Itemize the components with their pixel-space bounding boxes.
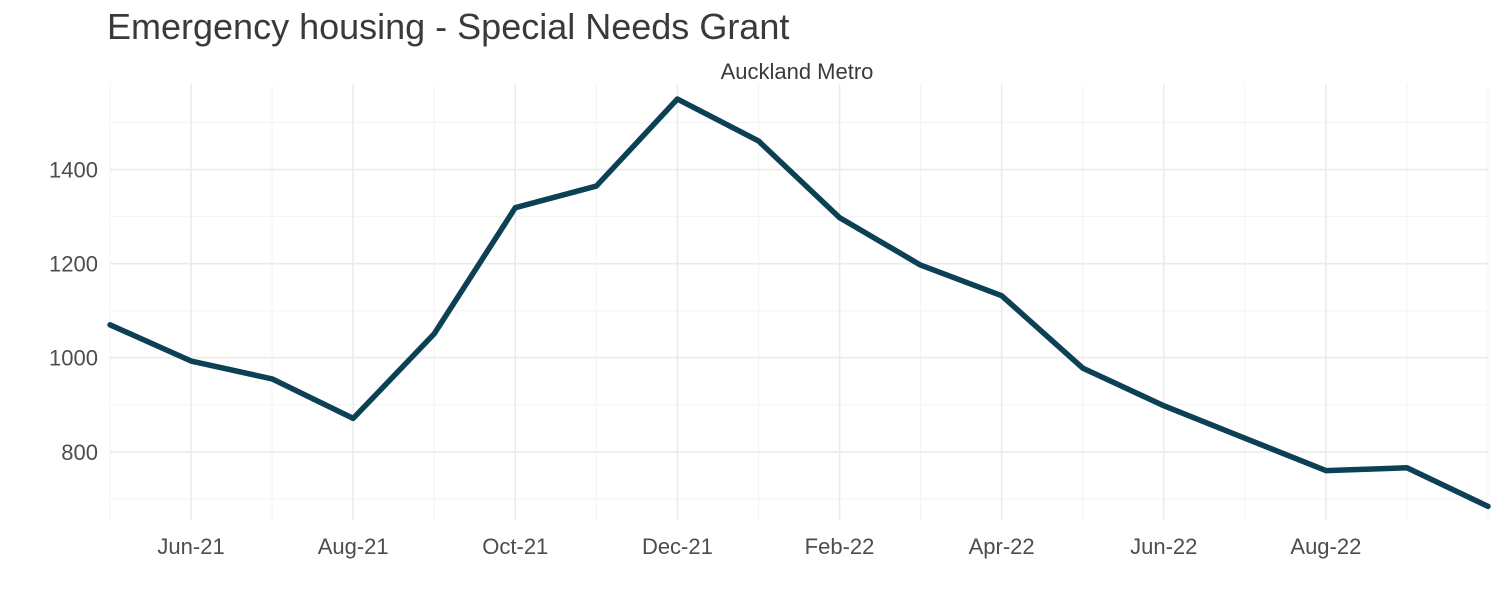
y-tick-label: 800 — [61, 440, 98, 465]
y-axis-tick-labels: 800 1000 1200 1400 — [49, 158, 98, 465]
chart-title: Emergency housing - Special Needs Grant — [107, 6, 790, 47]
x-tick-label: Aug-22 — [1290, 534, 1361, 559]
x-tick-label: Jun-21 — [157, 534, 224, 559]
x-tick-label: Aug-21 — [318, 534, 389, 559]
x-tick-label: Jun-22 — [1130, 534, 1197, 559]
x-axis-tick-labels: Jun-21 Aug-21 Oct-21 Dec-21 Feb-22 Apr-22 Jun-… — [157, 534, 1361, 559]
x-tick-label: Feb-22 — [805, 534, 875, 559]
minor-gridlines — [109, 84, 1489, 520]
y-tick-label: 1400 — [49, 158, 98, 183]
y-tick-label: 1000 — [49, 346, 98, 371]
facet-strip-label: Auckland Metro — [721, 59, 874, 84]
x-tick-label: Apr-22 — [969, 534, 1035, 559]
x-tick-label: Oct-21 — [482, 534, 548, 559]
major-gridlines — [110, 84, 1488, 520]
series-line — [107, 96, 1491, 510]
x-tick-label: Dec-21 — [642, 534, 713, 559]
y-tick-label: 1200 — [49, 252, 98, 277]
